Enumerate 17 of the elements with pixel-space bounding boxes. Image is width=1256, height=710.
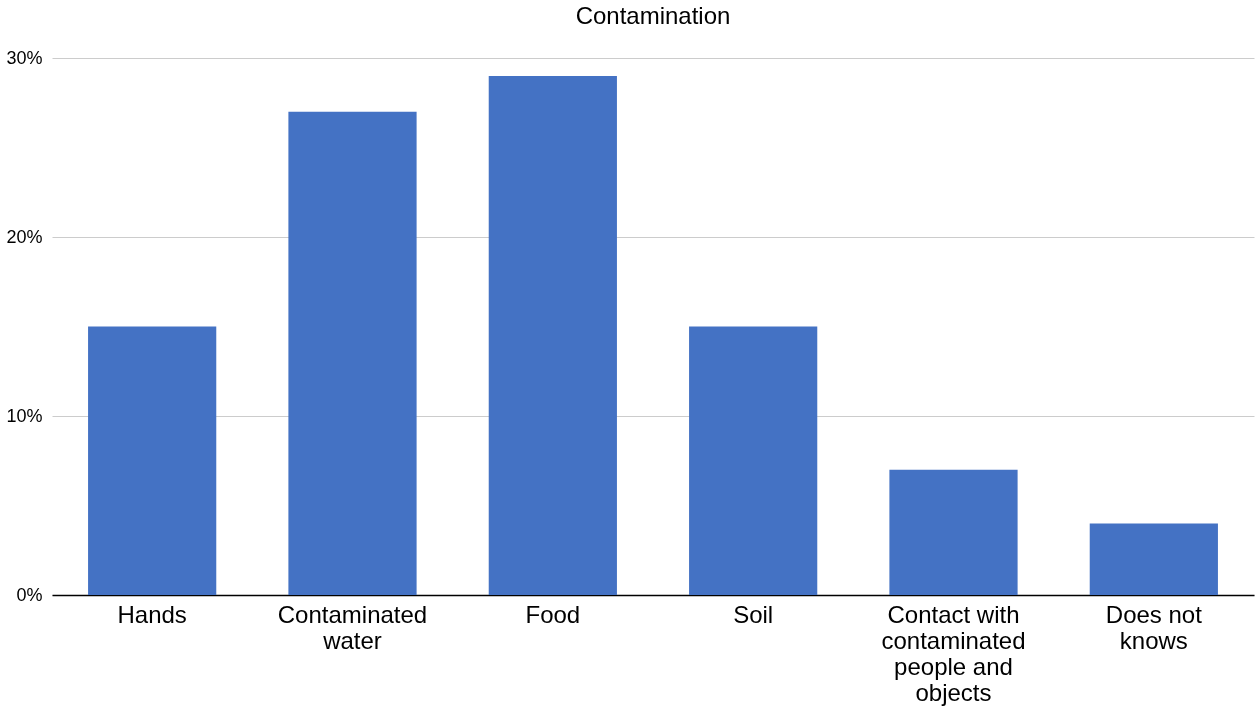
bar [1089,523,1218,595]
x-tick-label: Does not knows [1105,600,1203,654]
chart-title: Contamination [575,2,731,29]
bar [288,111,417,595]
bar [889,469,1018,595]
y-tick-label: 10% [6,405,43,426]
bar [689,326,818,595]
x-tick-label: Hands [117,600,187,628]
y-tick-label: 30% [6,47,43,68]
y-tick-label: 20% [6,226,43,247]
bar [88,326,217,595]
y-tick-label: 0% [16,584,43,605]
x-tick-label: Food [525,600,581,628]
bar [488,75,617,595]
x-tick-label: Soil [733,600,774,628]
x-tick-label: Contact with contaminated people and objects [881,600,1026,706]
x-tick-label: Contaminated water [277,600,428,654]
